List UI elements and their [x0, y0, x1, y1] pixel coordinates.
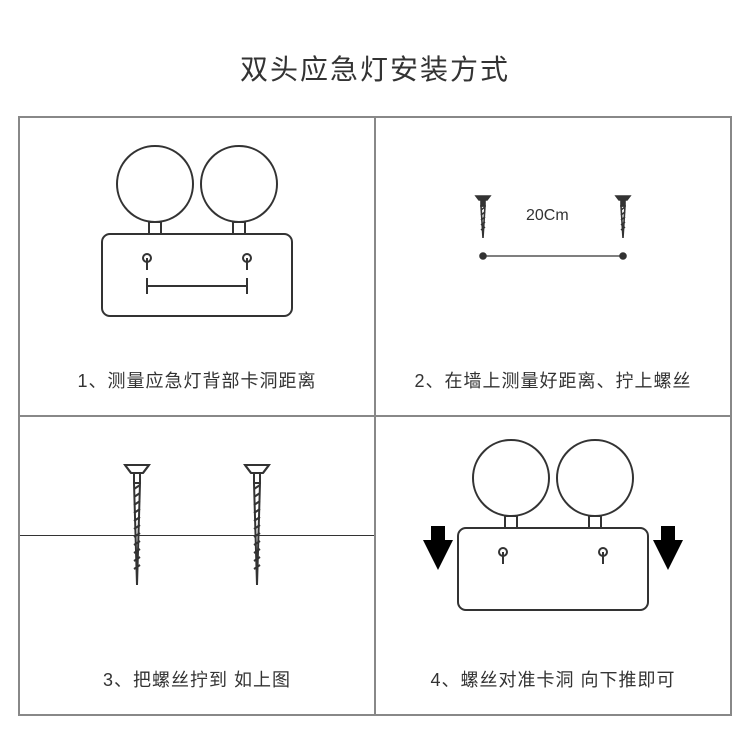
steps-grid: 1、测量应急灯背部卡洞距离: [18, 116, 732, 716]
screws-distance-icon: [423, 176, 683, 296]
distance-label: 20Cm: [526, 207, 569, 225]
screws-in-wall-icon: [47, 425, 347, 645]
lamp-back-icon: [77, 136, 317, 336]
arrow-down-icon: [653, 540, 683, 570]
step-3-illustration: [20, 417, 374, 652]
step-1-illustration: [20, 118, 374, 353]
arrow-down-icon: [423, 540, 453, 570]
lamp-mount-icon: [403, 430, 703, 640]
step-4-caption: 4、螺丝对准卡洞 向下推即可: [420, 652, 685, 714]
step-4: 4、螺丝对准卡洞 向下推即可: [375, 416, 731, 715]
step-3: 3、把螺丝拧到 如上图: [19, 416, 375, 715]
step-1-caption: 1、测量应急灯背部卡洞距离: [67, 353, 326, 415]
step-2-illustration: 20Cm: [376, 118, 730, 353]
step-4-illustration: [376, 417, 730, 652]
step-3-caption: 3、把螺丝拧到 如上图: [93, 652, 301, 714]
step-2-caption: 2、在墙上测量好距离、拧上螺丝: [404, 353, 701, 415]
page: 双头应急灯安装方式: [0, 0, 750, 741]
page-title: 双头应急灯安装方式: [0, 0, 750, 116]
step-2: 20Cm 2、在墙上测量好距离、拧上螺丝: [375, 117, 731, 416]
step-1: 1、测量应急灯背部卡洞距离: [19, 117, 375, 416]
